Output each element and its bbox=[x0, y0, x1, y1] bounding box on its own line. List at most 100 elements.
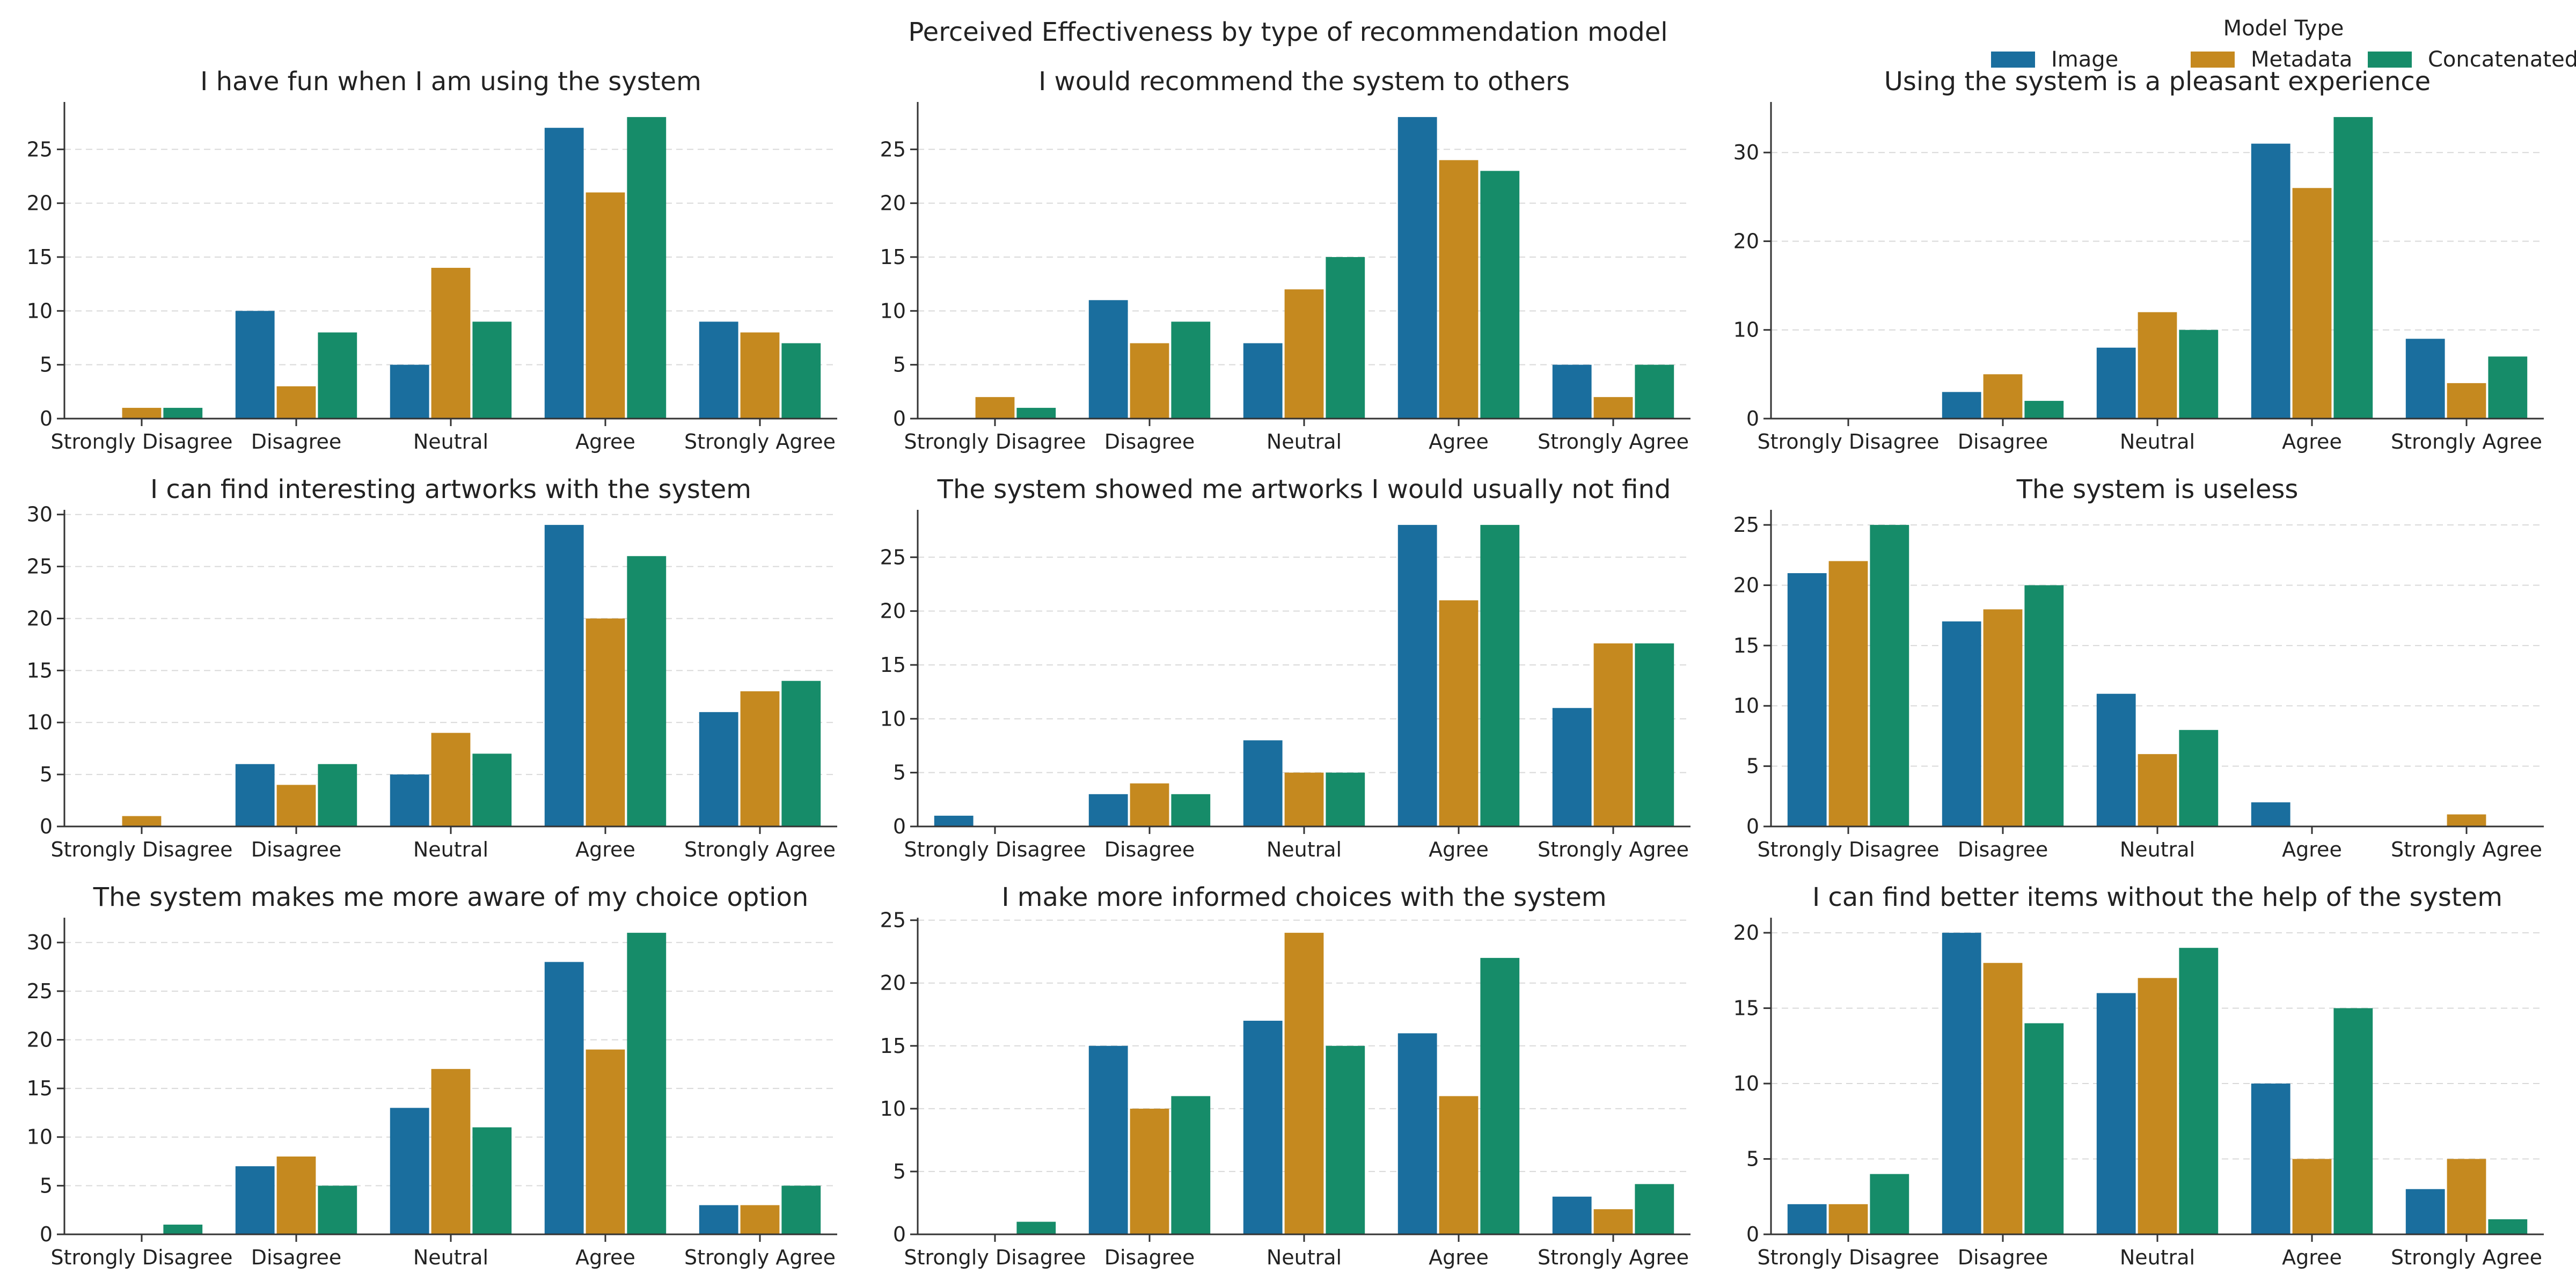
y-tick-label: 25 bbox=[880, 137, 906, 161]
x-tick-label: Agree bbox=[575, 430, 635, 453]
bar-metadata-strongly-disagree bbox=[975, 397, 1015, 419]
bar-image-strongly-agree bbox=[2405, 339, 2445, 419]
bar-concatenated-strongly-disagree bbox=[1870, 525, 1909, 826]
y-tick-label: 20 bbox=[880, 192, 906, 215]
y-tick-label: 5 bbox=[40, 763, 53, 786]
legend-title: Model Type bbox=[2223, 16, 2344, 41]
bar-metadata-strongly-disagree bbox=[1828, 1204, 1868, 1234]
bar-concatenated-agree bbox=[627, 117, 667, 419]
legend-item-image: Image bbox=[1991, 47, 2118, 72]
y-tick-label: 20 bbox=[27, 606, 53, 630]
bar-concatenated-neutral bbox=[2179, 730, 2219, 826]
y-tick-label: 5 bbox=[40, 353, 53, 377]
bar-image-disagree bbox=[1942, 392, 1981, 419]
bar-metadata-agree bbox=[2292, 1159, 2332, 1234]
x-tick-label: Strongly Agree bbox=[2391, 838, 2542, 861]
bar-concatenated-disagree bbox=[2024, 1023, 2064, 1234]
bar-metadata-neutral bbox=[1284, 289, 1324, 419]
bar-concatenated-strongly-agree bbox=[781, 343, 821, 419]
y-tick-label: 10 bbox=[1733, 694, 1759, 718]
chart-panel-7: 0 5 10 15 20 25 30 Strongly Disagree Disagree Neu… bbox=[27, 882, 837, 1269]
bar-concatenated-strongly-agree bbox=[1635, 1184, 1674, 1234]
x-tick-label: Disagree bbox=[1958, 1246, 2048, 1269]
bar-metadata-disagree bbox=[1130, 343, 1169, 419]
x-tick-label: Disagree bbox=[251, 430, 342, 453]
x-tick-label: Strongly Disagree bbox=[51, 838, 233, 861]
bar-concatenated-disagree bbox=[2024, 585, 2064, 826]
chart-panel-5: 0 5 10 15 20 25 Strongly Disagree Disagree Neutr… bbox=[880, 474, 1690, 861]
bar-concatenated-disagree bbox=[1171, 321, 1211, 419]
legend-swatch-metadata bbox=[2191, 52, 2235, 68]
x-tick-label: Disagree bbox=[251, 838, 342, 861]
bar-image-agree bbox=[544, 525, 584, 826]
figure-title: Perceived Effectiveness by type of recom… bbox=[908, 17, 1668, 47]
bar-image-agree bbox=[1397, 117, 1437, 419]
bar-image-strongly-disagree bbox=[1787, 573, 1827, 826]
y-tick-label: 15 bbox=[27, 1077, 53, 1100]
bar-metadata-strongly-agree bbox=[740, 332, 780, 419]
bar-concatenated-disagree bbox=[1171, 794, 1211, 826]
x-tick-label: Strongly Disagree bbox=[51, 430, 233, 453]
bar-concatenated-strongly-disagree bbox=[1870, 1174, 1909, 1234]
y-tick-label: 15 bbox=[880, 653, 906, 677]
bar-concatenated-agree bbox=[627, 933, 667, 1234]
bar-concatenated-neutral bbox=[472, 321, 512, 419]
bar-image-disagree bbox=[235, 1166, 275, 1234]
bar-concatenated-strongly-agree bbox=[781, 1185, 821, 1234]
bar-metadata-agree bbox=[586, 618, 625, 826]
y-tick-label: 25 bbox=[880, 909, 906, 932]
legend-item-concatenated: Concatenated bbox=[2368, 47, 2576, 72]
bar-metadata-agree bbox=[2292, 188, 2332, 419]
y-tick-label: 25 bbox=[27, 137, 53, 161]
x-tick-label: Strongly Disagree bbox=[1758, 430, 1940, 453]
bar-image-strongly-agree bbox=[1552, 708, 1592, 826]
bar-metadata-agree bbox=[1439, 1096, 1479, 1234]
x-tick-label: Strongly Agree bbox=[684, 838, 836, 861]
bar-metadata-disagree bbox=[1130, 783, 1169, 826]
bar-concatenated-strongly-agree bbox=[781, 680, 821, 826]
y-tick-label: 0 bbox=[1746, 407, 1759, 430]
bar-concatenated-neutral bbox=[1326, 772, 1365, 826]
legend: Model Type Image Metadata Concatenated bbox=[1980, 16, 2576, 75]
chart-panel-1: 0 5 10 15 20 25 Strongly Disagree Disagree Neutr… bbox=[27, 67, 837, 453]
y-tick-label: 25 bbox=[880, 545, 906, 569]
x-tick-label: Strongly Agree bbox=[2391, 1246, 2542, 1269]
bar-concatenated-neutral bbox=[1326, 1045, 1365, 1234]
bar-image-disagree bbox=[1088, 1045, 1128, 1234]
bar-image-agree bbox=[544, 962, 584, 1234]
bar-metadata-strongly-agree bbox=[2447, 814, 2486, 826]
bar-image-strongly-agree bbox=[699, 712, 738, 826]
y-tick-label: 15 bbox=[880, 1034, 906, 1058]
y-tick-label: 0 bbox=[40, 407, 53, 430]
bar-concatenated-neutral bbox=[472, 1127, 512, 1234]
x-tick-label: Neutral bbox=[413, 838, 488, 861]
bar-metadata-strongly-agree bbox=[2447, 383, 2486, 419]
y-tick-label: 30 bbox=[27, 503, 53, 526]
x-tick-label: Strongly Agree bbox=[1538, 838, 1689, 861]
y-tick-label: 5 bbox=[1746, 1147, 1759, 1171]
bar-image-agree bbox=[544, 128, 584, 419]
bar-image-strongly-agree bbox=[1552, 1196, 1592, 1234]
bar-metadata-disagree bbox=[1983, 963, 2023, 1234]
bar-concatenated-strongly-disagree bbox=[163, 407, 203, 419]
x-tick-label: Agree bbox=[575, 1246, 635, 1269]
bar-metadata-neutral bbox=[431, 268, 471, 419]
bar-metadata-strongly-disagree bbox=[122, 816, 162, 826]
chart-title: Using the system is a pleasant experienc… bbox=[1884, 67, 2431, 97]
y-tick-label: 5 bbox=[1746, 755, 1759, 778]
bar-image-neutral bbox=[390, 1108, 429, 1234]
bar-image-disagree bbox=[1088, 794, 1128, 826]
y-tick-label: 15 bbox=[27, 658, 53, 682]
bar-image-agree bbox=[2251, 802, 2290, 826]
y-tick-label: 30 bbox=[1733, 141, 1759, 164]
bar-concatenated-agree bbox=[627, 556, 667, 826]
y-tick-label: 0 bbox=[893, 1223, 906, 1246]
bar-metadata-neutral bbox=[1284, 772, 1324, 826]
bar-image-strongly-disagree bbox=[934, 815, 974, 826]
bar-metadata-agree bbox=[1439, 600, 1479, 826]
y-tick-label: 20 bbox=[880, 599, 906, 623]
y-tick-label: 25 bbox=[1733, 513, 1759, 537]
chart-panel-8: 0 5 10 15 20 25 Strongly Disagree Disagree Neutr… bbox=[880, 882, 1690, 1269]
legend-label-image: Image bbox=[2051, 47, 2119, 72]
y-tick-label: 10 bbox=[880, 1097, 906, 1121]
